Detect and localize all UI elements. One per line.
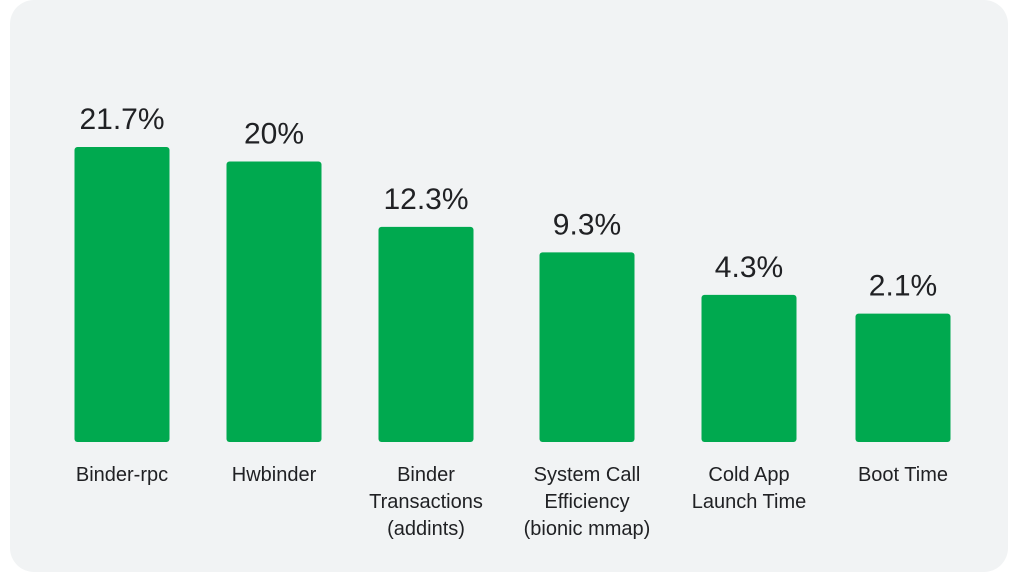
bar-0 <box>74 147 170 442</box>
category-label-3: System Call Efficiency (bionic mmap) <box>524 464 651 540</box>
value-label-5: 2.1% <box>869 270 937 303</box>
category-label-4: Cold App Launch Time <box>692 464 807 513</box>
category-label-0: Binder-rpc <box>76 464 168 486</box>
category-label-line: Boot Time <box>858 464 948 486</box>
category-label-line: Launch Time <box>692 491 807 513</box>
category-label-5: Boot Time <box>858 464 948 486</box>
bar-4 <box>701 294 797 442</box>
category-label-line: Hwbinder <box>232 464 317 486</box>
category-label-line: System Call <box>534 464 641 486</box>
bar-2 <box>378 226 474 442</box>
bar-3 <box>539 252 635 442</box>
value-label-2: 12.3% <box>383 183 468 216</box>
bar-5 <box>855 313 951 442</box>
category-label-2: Binder Transactions (addints) <box>369 464 483 540</box>
value-label-4: 4.3% <box>715 251 783 284</box>
category-label-line: Transactions <box>369 491 483 513</box>
chart-panel <box>10 0 1008 572</box>
category-label-line: Cold App <box>708 464 789 486</box>
category-label-line: Efficiency <box>544 491 629 513</box>
category-label-1: Hwbinder <box>232 464 317 486</box>
category-label-line: (addints) <box>387 518 465 540</box>
category-label-line: Binder <box>397 464 455 486</box>
value-label-3: 9.3% <box>553 208 621 241</box>
category-label-line: (bionic mmap) <box>524 518 651 540</box>
value-label-1: 20% <box>244 117 304 150</box>
bar-1 <box>226 161 322 442</box>
category-label-line: Binder-rpc <box>76 464 168 486</box>
value-label-0: 21.7% <box>79 103 164 136</box>
